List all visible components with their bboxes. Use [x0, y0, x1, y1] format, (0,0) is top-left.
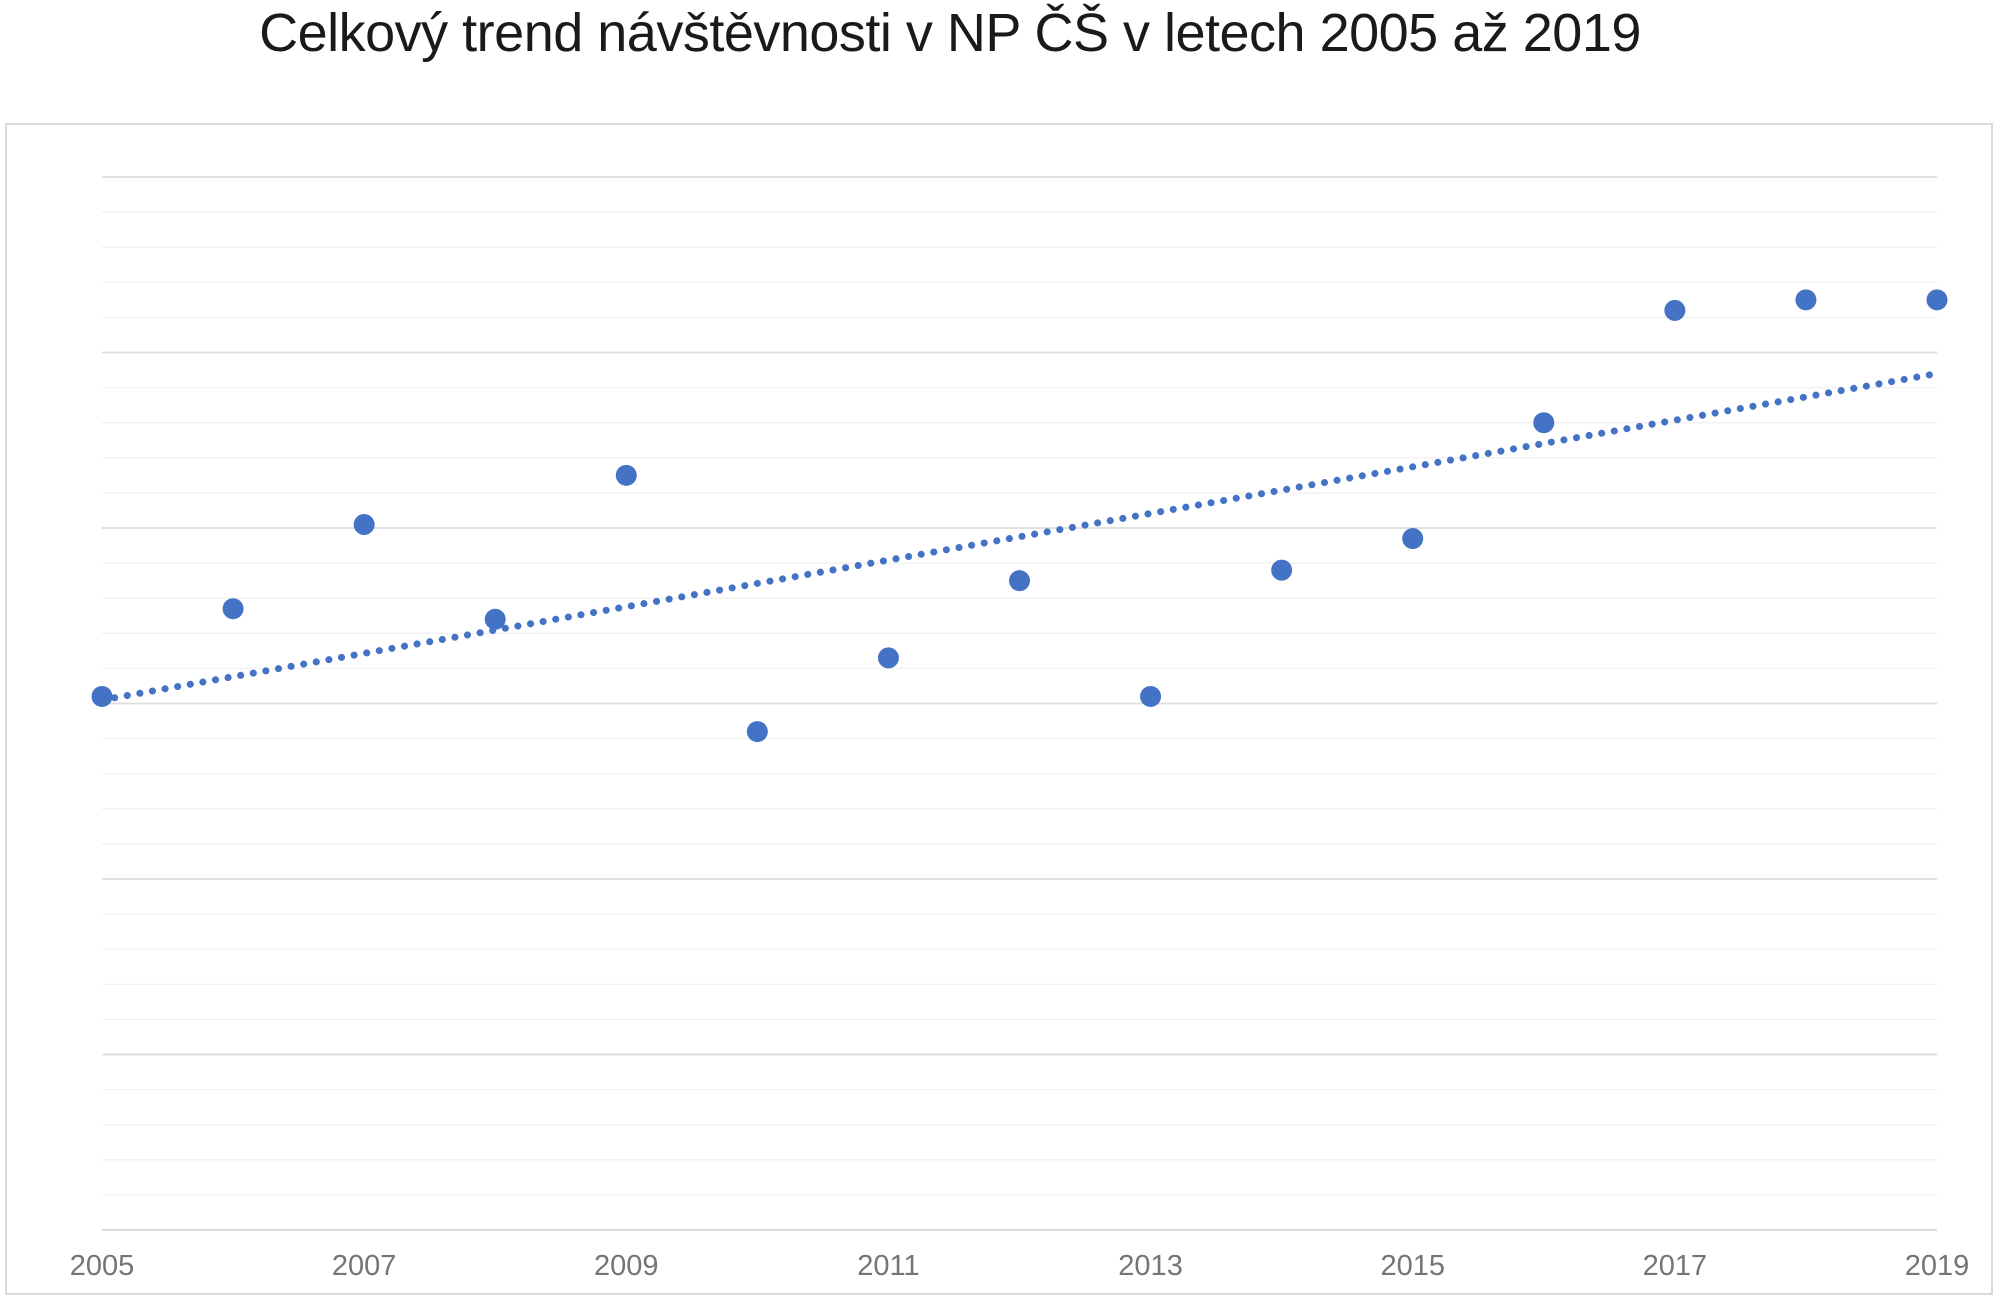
data-point-2017 [1664, 299, 1686, 321]
data-point-2018 [1795, 289, 1817, 311]
data-point-2006 [222, 598, 244, 620]
chart-title: Celkový trend návštěvnosti v NP ČŠ v let… [259, 3, 1641, 63]
data-point-2007 [353, 513, 375, 535]
data-point-2005 [91, 685, 113, 707]
chart-area-frame [5, 123, 1993, 1295]
data-point-2015 [1402, 528, 1424, 550]
trendline [98, 370, 1941, 704]
data-point-2016 [1533, 412, 1555, 434]
data-point-2009 [615, 464, 637, 486]
data-point-2012 [1009, 570, 1030, 592]
data-point-2010 [746, 721, 768, 743]
data-point-2019 [1926, 289, 1948, 311]
data-point-2014 [1271, 559, 1293, 581]
data-point-2008 [484, 608, 506, 630]
data-point-2011 [877, 647, 899, 669]
data-point-2013 [1140, 685, 1162, 707]
